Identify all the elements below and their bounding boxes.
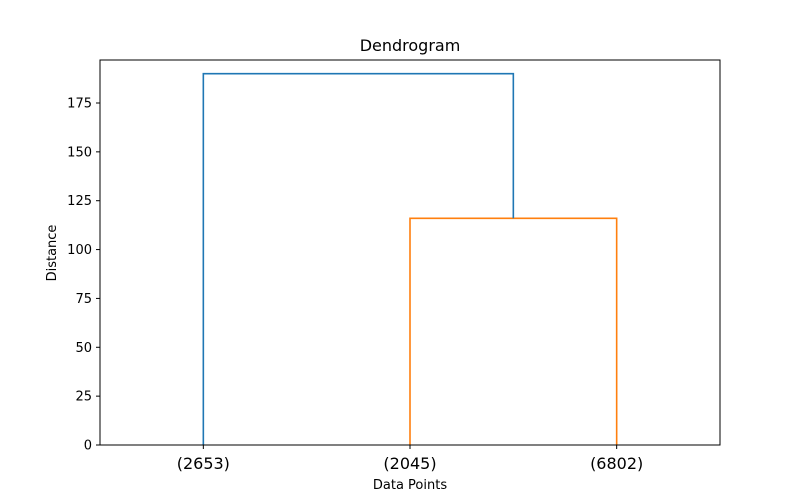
dendrogram-link-blue — [202, 72, 515, 445]
dendrogram-link-orange — [409, 217, 618, 445]
x-tick-label: (6802) — [590, 454, 643, 473]
x-axis-label: Data Points — [373, 478, 447, 493]
x-axis: (2653) (2045) (6802) — [177, 445, 643, 473]
y-tick-label: 50 — [75, 341, 92, 356]
y-tick-label: 150 — [67, 145, 92, 160]
links-layer — [202, 72, 618, 445]
y-tick-label: 175 — [67, 96, 92, 111]
y-tick-label: 100 — [67, 243, 92, 258]
y-tick-label: 125 — [67, 194, 92, 209]
y-axis: 0 25 50 75 100 125 150 175 — [67, 96, 100, 454]
x-tick-label: (2653) — [177, 454, 230, 473]
y-tick-label: 0 — [84, 439, 92, 454]
x-tick-label: (2045) — [383, 454, 436, 473]
chart-title: Dendrogram — [360, 36, 461, 55]
y-tick-label: 25 — [75, 390, 92, 405]
y-axis-label: Distance — [45, 225, 60, 282]
y-tick-label: 75 — [75, 292, 92, 307]
